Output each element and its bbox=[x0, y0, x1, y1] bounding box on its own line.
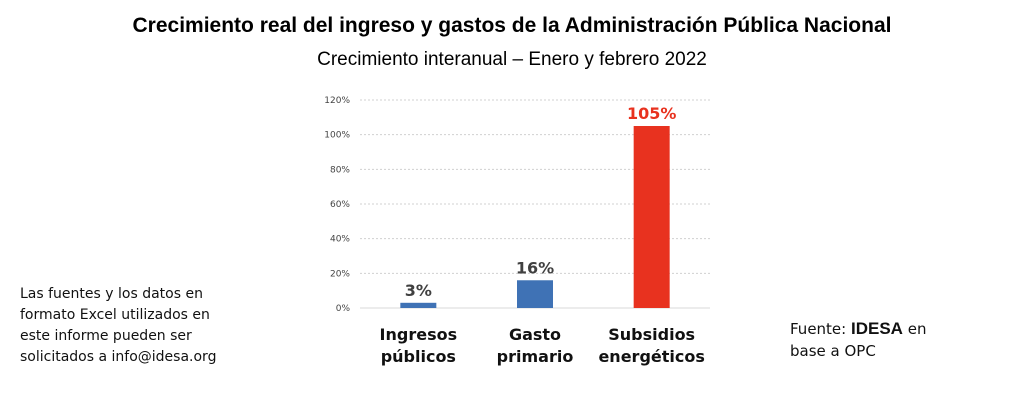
bar bbox=[633, 126, 670, 308]
x-category-label: Gasto bbox=[509, 325, 561, 344]
y-tick-label: 40% bbox=[330, 235, 350, 245]
data-label: 3% bbox=[405, 281, 432, 300]
data-label: 16% bbox=[516, 258, 554, 277]
source-prefix: Fuente: bbox=[790, 320, 851, 338]
source-suffix: en bbox=[902, 320, 927, 338]
x-category-label: energéticos bbox=[598, 347, 704, 366]
chart-subtitle: Crecimiento interanual – Enero y febrero… bbox=[317, 49, 707, 70]
x-category-label: Ingresos bbox=[380, 325, 458, 344]
source-line2: base a OPC bbox=[790, 342, 876, 360]
source-brand: IDESA bbox=[850, 319, 903, 338]
bar bbox=[517, 280, 553, 308]
note-line: formato Excel utilizados en bbox=[20, 307, 210, 323]
x-category-label: primario bbox=[497, 347, 574, 366]
data-availability-note: Las fuentes y los datos en formato Excel… bbox=[20, 284, 216, 368]
y-tick-label: 120% bbox=[324, 96, 350, 106]
x-category-label: Subsidios bbox=[608, 325, 695, 344]
note-line: este informe pueden ser bbox=[20, 328, 192, 344]
y-tick-label: 100% bbox=[324, 131, 350, 141]
bar bbox=[400, 302, 437, 308]
y-tick-label: 60% bbox=[330, 200, 350, 210]
note-line: Las fuentes y los datos en bbox=[20, 286, 203, 302]
y-tick-label: 80% bbox=[330, 165, 350, 175]
y-tick-label: 20% bbox=[330, 269, 350, 279]
x-category-label: públicos bbox=[381, 347, 456, 366]
chart-title: Crecimiento real del ingreso y gastos de… bbox=[132, 14, 892, 37]
data-label: 105% bbox=[627, 104, 676, 123]
source-credit: Fuente: IDESA en base a OPC bbox=[790, 318, 926, 362]
note-line: solicitados a info@idesa.org bbox=[20, 349, 217, 365]
y-tick-label: 0% bbox=[336, 304, 351, 314]
